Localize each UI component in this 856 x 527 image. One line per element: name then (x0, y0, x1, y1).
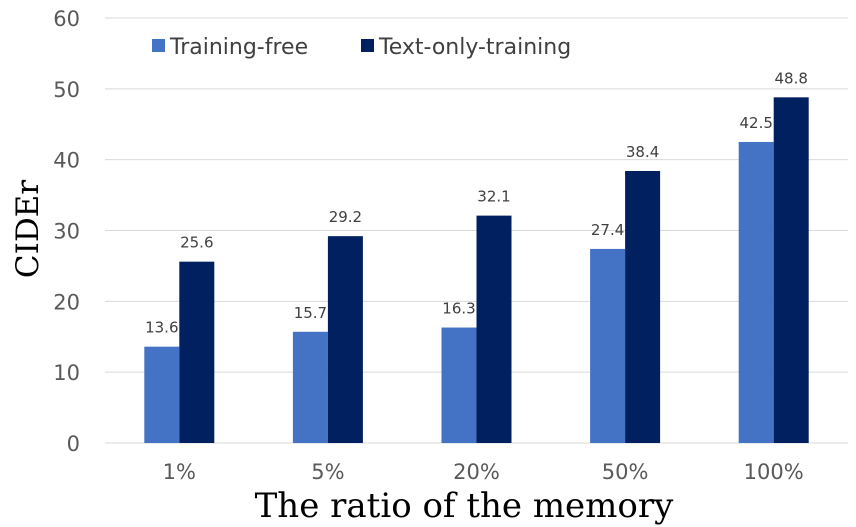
data-label-text-only-training-50: 38.4 (626, 143, 659, 161)
data-label-training-free-100: 42.5 (739, 114, 772, 132)
y-tick-label-60: 60 (53, 7, 80, 31)
y-tick-label-20: 20 (53, 290, 80, 314)
x-tick-label-1: 1% (163, 460, 196, 484)
legend: Training-free Text-only-training (152, 35, 571, 60)
y-axis-ticks: 0 10 20 30 40 50 60 (53, 7, 80, 456)
x-tick-label-20: 20% (453, 460, 500, 484)
legend-swatch-text-only-training (361, 39, 374, 52)
data-labels: 13.6 25.6 15.7 29.2 16.3 32.1 27.4 38.4 42.5 48.8 (145, 69, 808, 336)
data-label-text-only-training-20: 32.1 (477, 188, 510, 206)
x-tick-label-50: 50% (602, 460, 649, 484)
legend-swatch-training-free (152, 39, 165, 52)
x-tick-label-5: 5% (311, 460, 344, 484)
bar-training-free-50 (590, 248, 626, 443)
legend-label-text-only-training: Text-only-training (378, 35, 571, 60)
legend-label-training-free: Training-free (169, 35, 308, 60)
y-tick-label-10: 10 (53, 361, 80, 385)
x-axis-title: The ratio of the memory (255, 486, 675, 526)
bar-text-only-training-20 (476, 215, 512, 443)
data-label-text-only-training-1: 25.6 (180, 234, 213, 252)
bar-text-only-training-5 (327, 236, 363, 443)
bar-training-free-100 (738, 141, 774, 444)
bar-training-free-1 (144, 346, 180, 443)
y-axis-title: CIDEr (10, 180, 46, 278)
data-label-text-only-training-100: 48.8 (774, 69, 807, 87)
bar-training-free-5 (292, 331, 328, 443)
data-label-training-free-20: 16.3 (442, 300, 475, 318)
y-tick-label-50: 50 (53, 78, 80, 102)
y-tick-label-40: 40 (53, 149, 80, 173)
y-tick-label-30: 30 (53, 220, 80, 244)
data-label-training-free-50: 27.4 (591, 221, 624, 239)
data-label-text-only-training-5: 29.2 (329, 208, 362, 226)
bar-text-only-training-100 (773, 97, 809, 443)
x-tick-label-100: 100% (744, 460, 804, 484)
data-label-training-free-1: 13.6 (145, 319, 178, 337)
x-axis-ticks: 1% 5% 20% 50% 100% (163, 460, 804, 484)
data-label-training-free-5: 15.7 (294, 304, 327, 322)
bars (144, 97, 809, 444)
bar-text-only-training-50 (625, 171, 661, 443)
bar-text-only-training-1 (179, 261, 215, 443)
y-tick-label-0: 0 (67, 432, 80, 456)
bar-training-free-20 (441, 327, 477, 443)
